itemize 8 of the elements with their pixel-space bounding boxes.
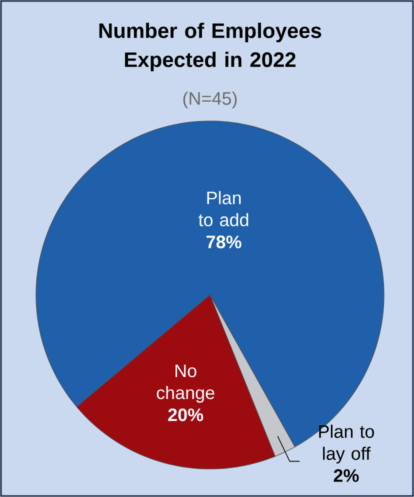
chart-subtitle: (N=45)	[183, 92, 237, 108]
data-label: 78%	[206, 236, 242, 248]
data-label: 2%	[334, 469, 359, 482]
slice-label: No change	[156, 364, 214, 403]
data-label: 20%	[168, 408, 204, 422]
slice-label: Plan to add	[198, 191, 248, 226]
chart-title: Number of Employees Expected in 2022	[99, 22, 322, 72]
slice-label: Plan to lay off	[319, 424, 374, 464]
